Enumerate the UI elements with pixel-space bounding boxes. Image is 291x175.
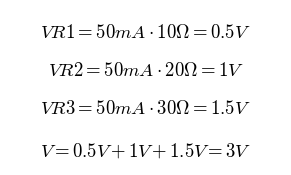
Text: $V = 0.5V + 1V + 1.5V = 3V$: $V = 0.5V + 1V + 1.5V = 3V$: [40, 142, 251, 161]
Text: $VR2 = 50mA \cdot 20\Omega = 1V$: $VR2 = 50mA \cdot 20\Omega = 1V$: [47, 61, 244, 80]
Text: $VR1 = 50mA \cdot 10\Omega = 0.5V$: $VR1 = 50mA \cdot 10\Omega = 0.5V$: [40, 23, 251, 42]
Text: $VR3 = 50mA \cdot 30\Omega = 1.5V$: $VR3 = 50mA \cdot 30\Omega = 1.5V$: [40, 99, 251, 118]
